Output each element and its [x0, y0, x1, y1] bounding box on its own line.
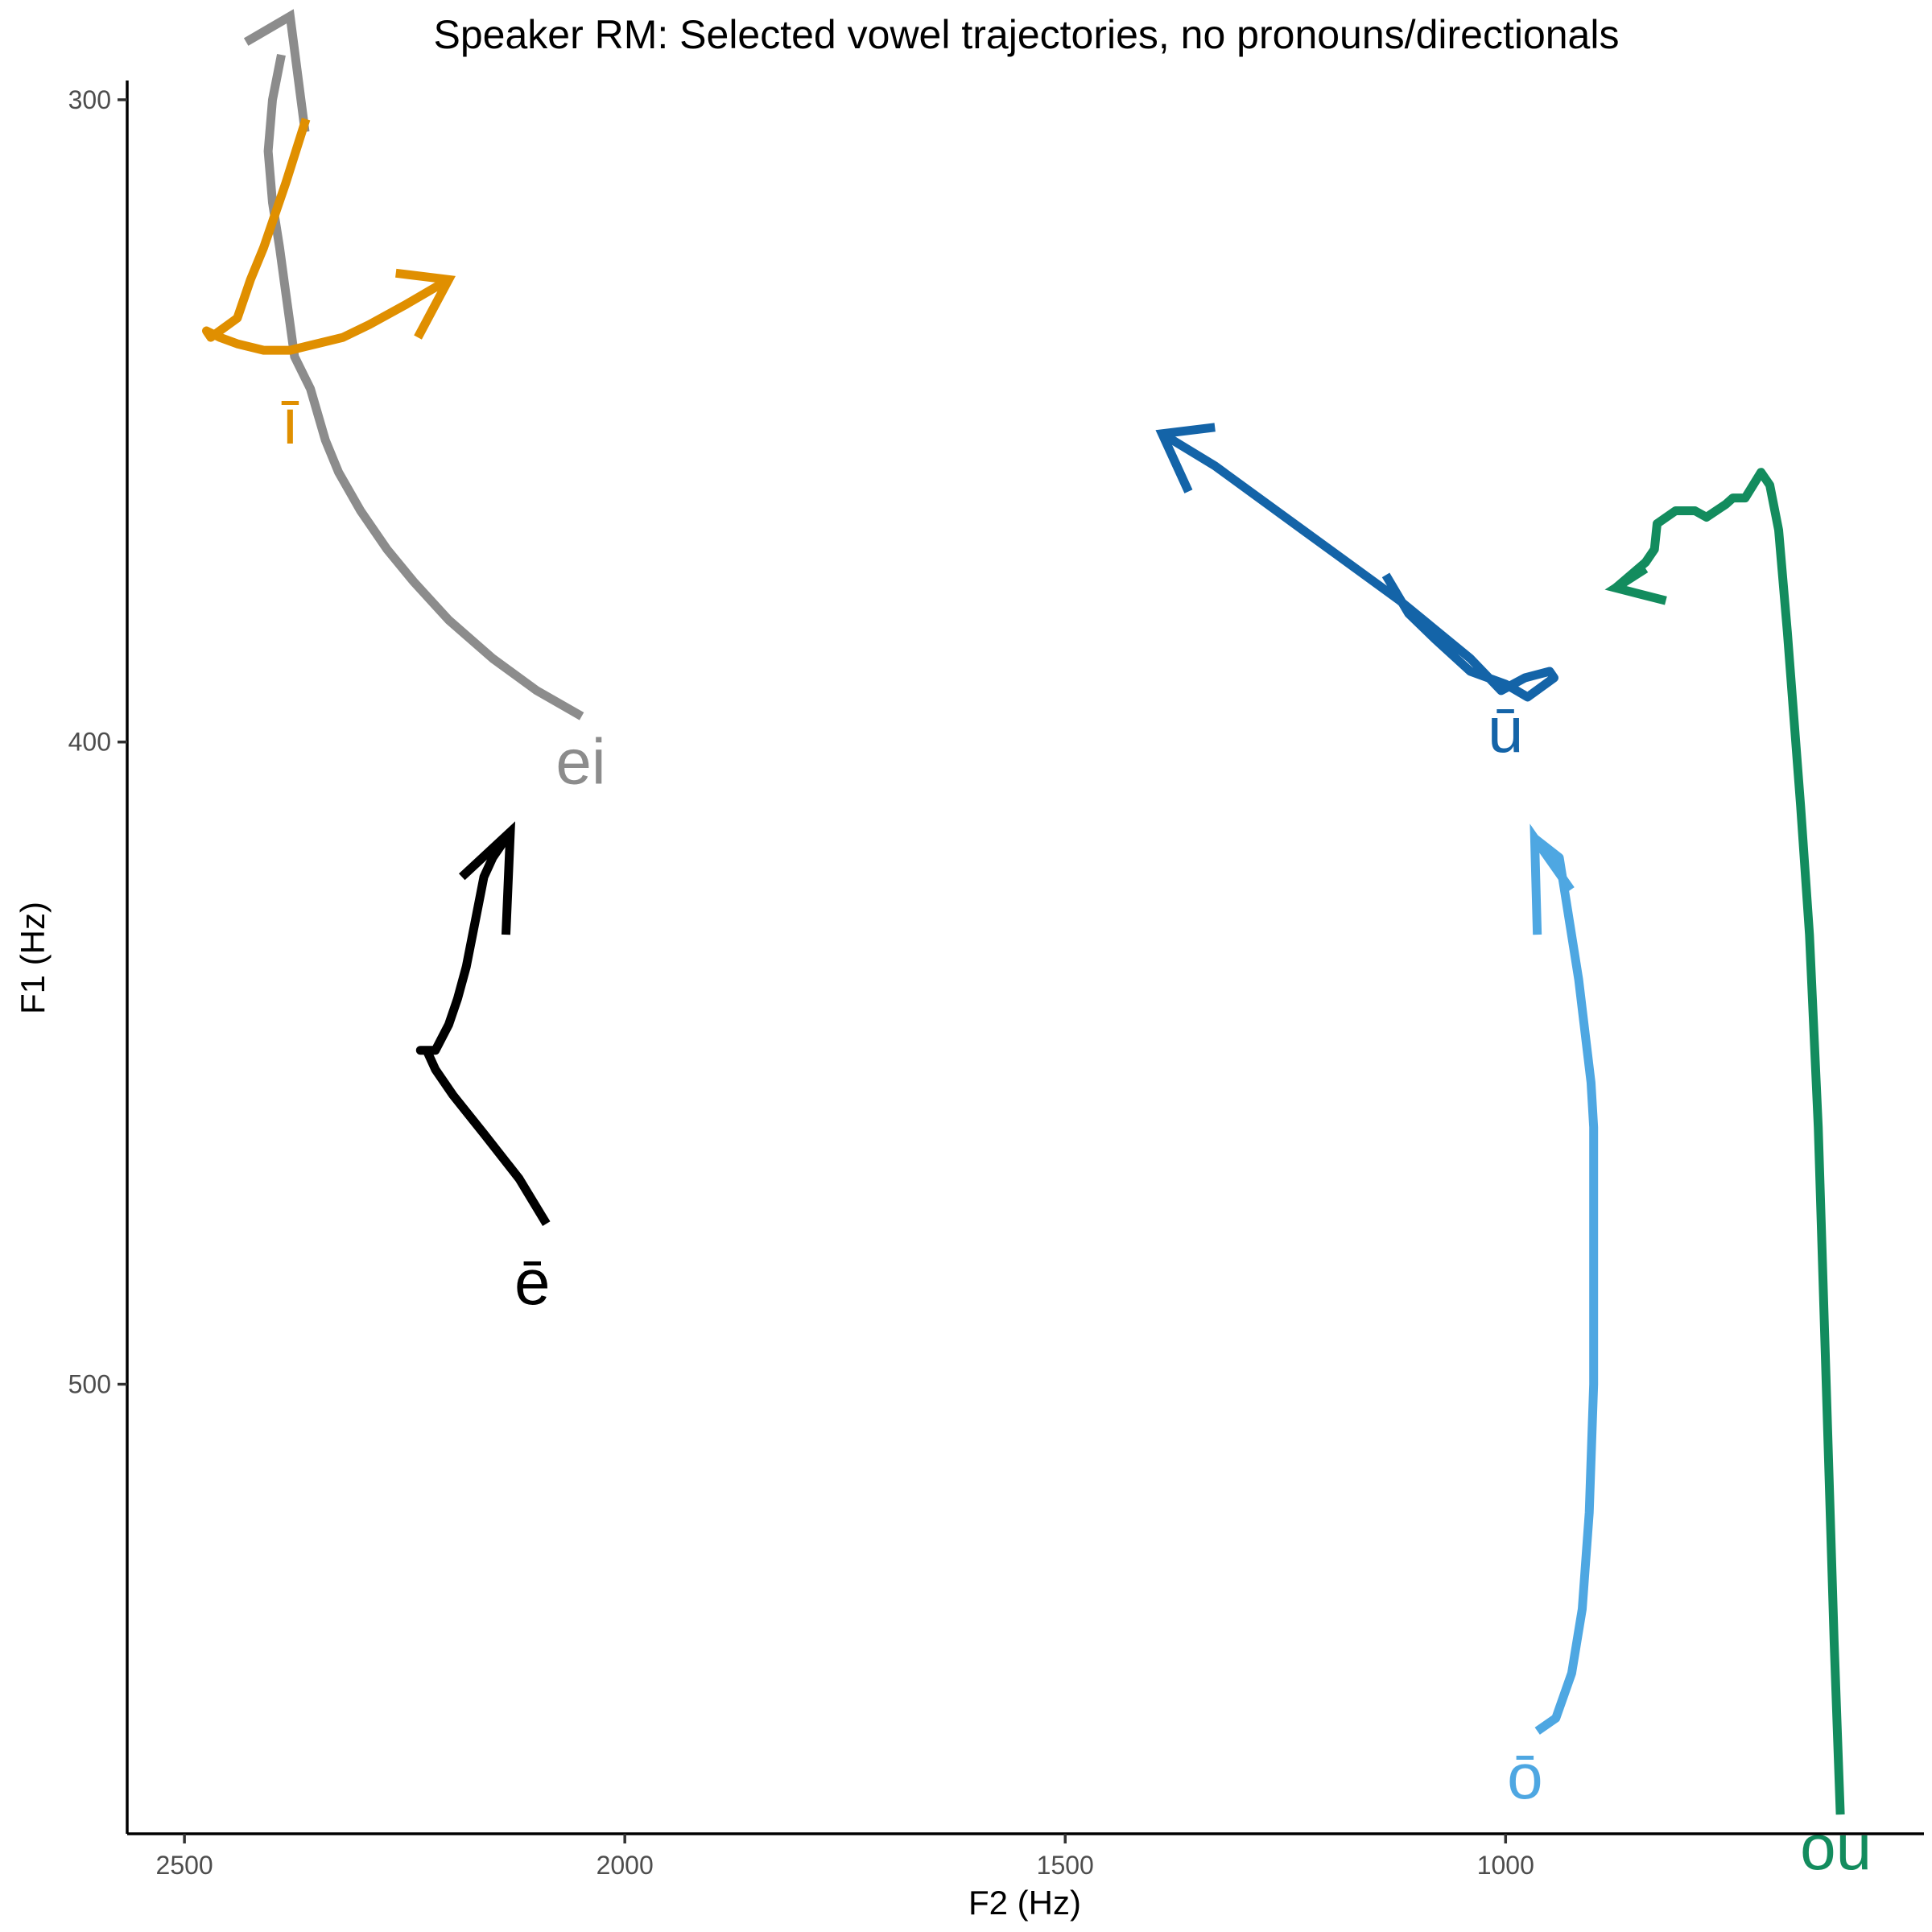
- series-3-vowel-label: ū: [1488, 694, 1524, 766]
- series-3-arrowhead: [1155, 423, 1216, 493]
- y-tick-label-2: 500: [68, 1370, 111, 1399]
- series-4-vowel-label: ō: [1507, 1740, 1543, 1812]
- series-0-group: ei: [243, 9, 606, 798]
- series-5-vowel-label: ou: [1800, 1811, 1872, 1883]
- series-5-arrowhead: [1604, 564, 1667, 605]
- series-4-trajectory-line: [1532, 835, 1599, 1735]
- series-2-trajectory-line: [415, 829, 551, 1226]
- series-2-arrowhead: [459, 821, 516, 935]
- series-1-trajectory-line: [202, 118, 452, 355]
- x-axis-title: F2 (Hz): [968, 1884, 1081, 1922]
- y-tick-label-0: 300: [68, 85, 111, 114]
- series-5-group: ou: [1604, 468, 1872, 1883]
- y-axis-ticks: 300 400 500: [68, 85, 127, 1399]
- series-3-group: ū: [1155, 423, 1558, 766]
- x-tick-label-3: 1000: [1477, 1851, 1534, 1880]
- series-2-group: ē: [415, 821, 551, 1318]
- series-3-trajectory-line: [1159, 430, 1558, 702]
- series-1-arrowhead: [395, 268, 456, 340]
- series-0-arrowhead: [243, 9, 310, 133]
- y-axis-title: F1 (Hz): [14, 902, 52, 1014]
- series-1-group: ī: [202, 118, 456, 457]
- x-tick-label-1: 2000: [597, 1851, 654, 1880]
- plot-area: ei ī ē ū ō ou: [202, 9, 1872, 1883]
- series-0-vowel-label: ei: [555, 726, 605, 798]
- series-1-vowel-label: ī: [281, 386, 299, 457]
- x-axis-ticks: 2500 2000 1500 1000: [156, 1834, 1534, 1880]
- series-4-arrowhead: [1530, 824, 1575, 935]
- chart-title: Speaker RM: Selected vowel trajectories,…: [434, 12, 1620, 57]
- x-tick-label-0: 2500: [156, 1851, 213, 1880]
- series-2-vowel-label: ē: [514, 1246, 551, 1318]
- series-5-trajectory-line: [1612, 468, 1845, 1815]
- x-tick-label-2: 1500: [1037, 1851, 1094, 1880]
- series-4-group: ō: [1507, 824, 1599, 1812]
- series-0-trajectory-line: [263, 54, 584, 720]
- y-tick-label-1: 400: [68, 728, 111, 757]
